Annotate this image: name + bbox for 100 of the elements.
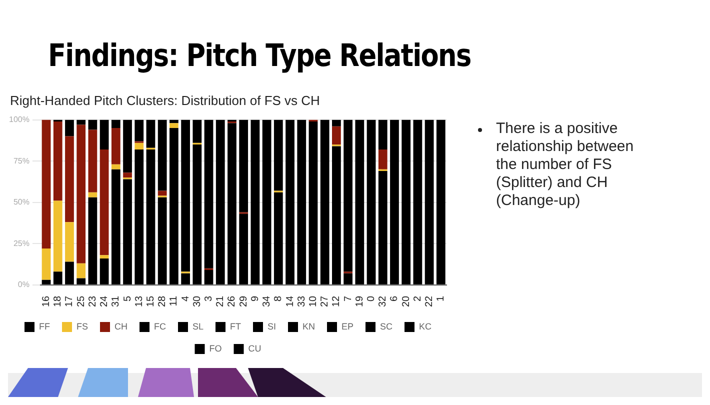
x-tick-label: 17: [64, 295, 76, 307]
bar: [111, 120, 120, 128]
text: There is a positive relationship between the number of FS (Splitter) and CH (Change-up): [496, 120, 635, 210]
bar: [402, 120, 411, 284]
x-tick-label: 16: [41, 295, 52, 307]
x-tick-label: 21: [215, 295, 226, 307]
bar: [250, 120, 260, 284]
bar: [366, 120, 376, 284]
bar: [53, 200, 62, 272]
bar: [181, 120, 190, 272]
x-tick-label: 10: [308, 295, 319, 307]
bar: [42, 120, 51, 249]
x-tick-label: 19: [354, 295, 366, 307]
bar: [100, 150, 109, 256]
legend-label: FS: [76, 321, 88, 332]
bar: [123, 179, 132, 284]
legend-label: SL: [192, 321, 204, 332]
legend-label: FC: [154, 321, 166, 332]
bar: [413, 120, 422, 284]
bar: [88, 197, 98, 284]
x-tick-label: 28: [157, 295, 168, 307]
bar: [262, 120, 272, 284]
x-tick-label: 0: [366, 295, 378, 302]
bar: [158, 197, 167, 284]
bar: [170, 128, 178, 284]
bar: [76, 120, 86, 125]
bar: [100, 255, 109, 258]
bar: [378, 170, 388, 284]
x-tick-label: 18: [52, 295, 64, 307]
bar: [181, 273, 190, 284]
x-tick-label: 5: [122, 295, 134, 302]
bar: [170, 123, 178, 128]
x-tick-label: 26: [226, 295, 238, 307]
x-tick-label: 22: [424, 295, 436, 307]
bar: [344, 120, 352, 272]
bar: [42, 248, 51, 280]
x-tick-label: 27: [320, 295, 331, 307]
x-tick-label: 2: [412, 295, 424, 302]
bar: [344, 273, 352, 284]
legend-label: EP: [341, 321, 354, 332]
bar: [239, 120, 248, 212]
bar: [308, 121, 318, 284]
x-tick-label: 15: [145, 295, 156, 307]
x-tick-label: 32: [378, 295, 389, 307]
bar: [111, 169, 120, 284]
x-tick-label: 8: [273, 295, 284, 302]
bar: [424, 120, 434, 284]
x-tick-label: 30: [192, 295, 203, 307]
bar: [53, 121, 62, 201]
bar: [170, 120, 178, 124]
bar: [88, 120, 98, 130]
bar: [88, 192, 98, 198]
bar: [378, 150, 388, 170]
bar: [76, 278, 86, 284]
legend-label: KC: [419, 321, 432, 332]
chart-title: Findings: Pitch Type Relations: [48, 38, 471, 74]
chart-subtitle: Right-Handed Pitch Clusters: Distribution of FS vs CH: [10, 93, 320, 108]
y-tick-label: 50%: [13, 198, 30, 207]
bar: [65, 262, 74, 284]
bar: [216, 120, 225, 284]
bar: [158, 120, 167, 191]
bar: [286, 120, 294, 284]
y-tick-label: 25%: [13, 238, 30, 248]
x-tick-label: 13: [134, 295, 145, 307]
bar: [42, 280, 51, 284]
x-tick-label: 23: [87, 295, 98, 307]
bar: [390, 120, 399, 284]
x-tick-label: 14: [284, 295, 296, 307]
x-tick-label: 29: [238, 295, 250, 307]
x-tick-label: 25: [76, 295, 87, 307]
bar: [100, 120, 109, 150]
bar: [123, 172, 132, 178]
x-tick-label: 31: [110, 295, 122, 307]
legend-label: CU: [248, 343, 262, 354]
bar: [53, 272, 62, 284]
bar: [111, 128, 120, 164]
bar: [239, 214, 248, 284]
bar: [228, 123, 236, 284]
bar: [158, 190, 167, 196]
x-tick-label: 1: [436, 295, 447, 302]
bar: [65, 136, 74, 222]
bar: [134, 142, 144, 150]
x-tick-label: 4: [180, 295, 192, 302]
bar: [111, 164, 120, 170]
x-tick-label: 6: [389, 295, 400, 302]
bar: [76, 124, 86, 264]
bar: [134, 120, 144, 142]
legend-label: CH: [114, 321, 128, 332]
bar: [378, 120, 388, 150]
bar: [320, 120, 330, 284]
legend-label: KN: [302, 321, 316, 332]
x-tick-label: 20: [400, 295, 412, 307]
y-tick-label: 0%: [18, 280, 30, 290]
bar: [76, 263, 86, 278]
x-tick-label: 9: [250, 295, 261, 302]
legend-label: SI: [267, 321, 276, 332]
legend-label: FO: [209, 343, 222, 354]
x-tick-label: 11: [168, 295, 180, 306]
x-tick-label: 34: [262, 295, 273, 307]
bar: [88, 130, 98, 192]
